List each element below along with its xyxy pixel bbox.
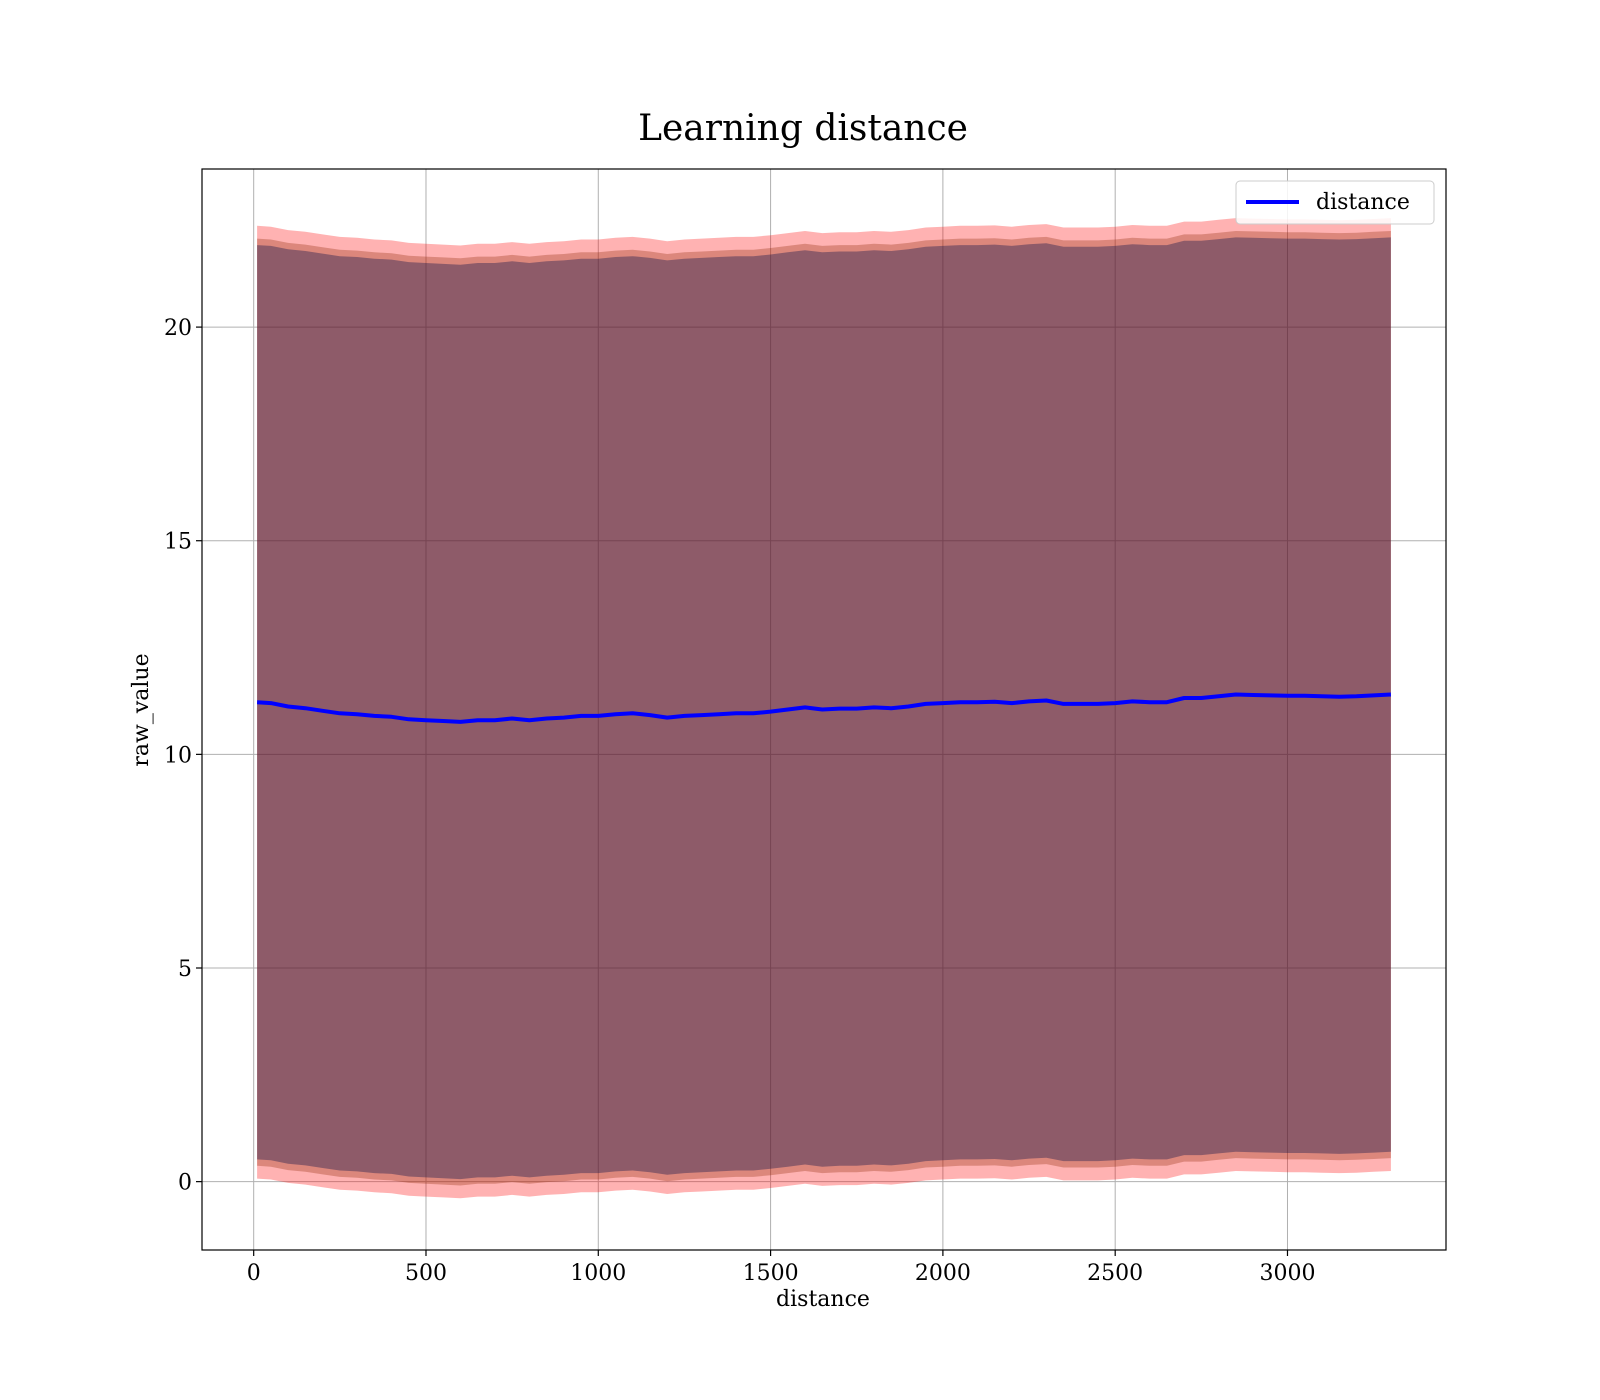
chart-title: Learning distance (638, 108, 968, 149)
y-axis-label: raw_value (129, 653, 154, 766)
y-tick-label: 20 (164, 316, 192, 341)
x-tick-label: 3000 (1259, 1261, 1315, 1286)
y-axis-ticks: 0 5 10 15 20 (164, 316, 202, 1196)
series-lines (256, 692, 1392, 724)
x-axis-label: distance (776, 1287, 870, 1312)
series-line-distance (256, 692, 1392, 724)
x-tick-label: 0 (247, 1261, 261, 1286)
plot-frame (201, 168, 1447, 1251)
x-tick-label: 500 (405, 1261, 447, 1286)
legend-label-distance: distance (1316, 190, 1410, 215)
x-axis-ticks: 0 500 1000 1500 2000 2500 3000 (247, 1250, 1315, 1286)
grid (202, 169, 1446, 1250)
y-tick-label: 10 (164, 743, 192, 768)
x-tick-label: 2500 (1087, 1261, 1143, 1286)
legend: distance (1235, 180, 1435, 225)
x-tick-label: 2000 (915, 1261, 971, 1286)
x-tick-label: 1500 (743, 1261, 799, 1286)
y-tick-label: 15 (164, 530, 192, 555)
y-tick-label: 5 (178, 957, 192, 982)
y-tick-label: 0 (178, 1171, 192, 1196)
legend-box (1235, 180, 1435, 225)
x-tick-label: 1000 (570, 1261, 626, 1286)
